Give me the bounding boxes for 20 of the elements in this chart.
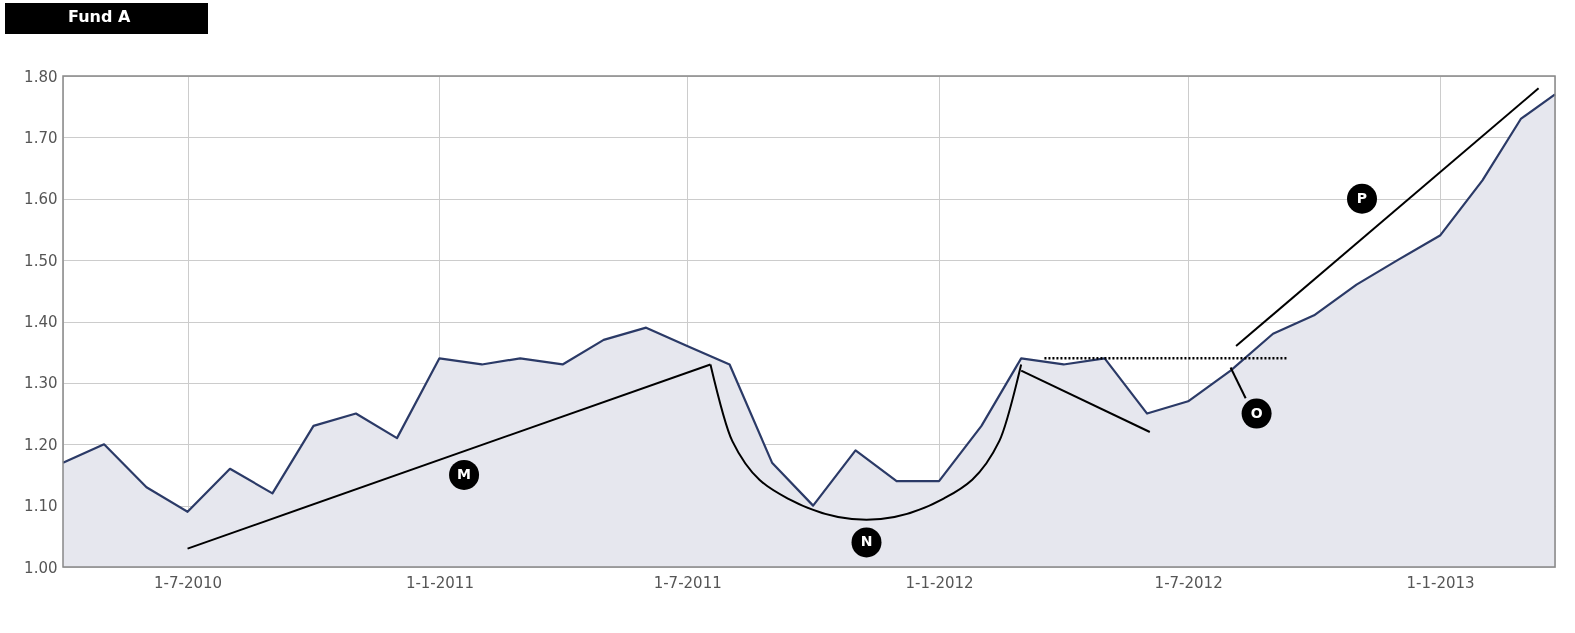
y-tick-label: 1.70 <box>24 128 58 147</box>
x-tick-label: 1-7-2010 <box>154 573 223 592</box>
annotation: M <box>457 465 472 482</box>
chart-title: Fund A <box>68 7 131 26</box>
y-tick-label: 1.30 <box>24 374 58 393</box>
annotation: N <box>860 533 873 550</box>
y-tick-label: 1.40 <box>24 313 58 331</box>
annotation: O <box>1250 404 1263 421</box>
y-tick-label: 1.50 <box>24 251 58 270</box>
y-tick-label: 1.20 <box>24 435 58 454</box>
x-tick-label: 1-1-2011 <box>405 573 474 592</box>
annotation: P <box>1356 189 1368 206</box>
y-tick-label: 1.00 <box>24 558 58 577</box>
x-tick-label: 1-1-2012 <box>905 573 974 592</box>
x-tick-label: 1-7-2011 <box>653 573 722 592</box>
y-tick-label: 1.60 <box>24 190 58 209</box>
x-tick-label: 1-7-2012 <box>1154 573 1223 592</box>
y-tick-label: 1.10 <box>24 497 58 516</box>
x-tick-label: 1-1-2013 <box>1406 573 1475 592</box>
y-tick-label: 1.80 <box>24 67 58 86</box>
